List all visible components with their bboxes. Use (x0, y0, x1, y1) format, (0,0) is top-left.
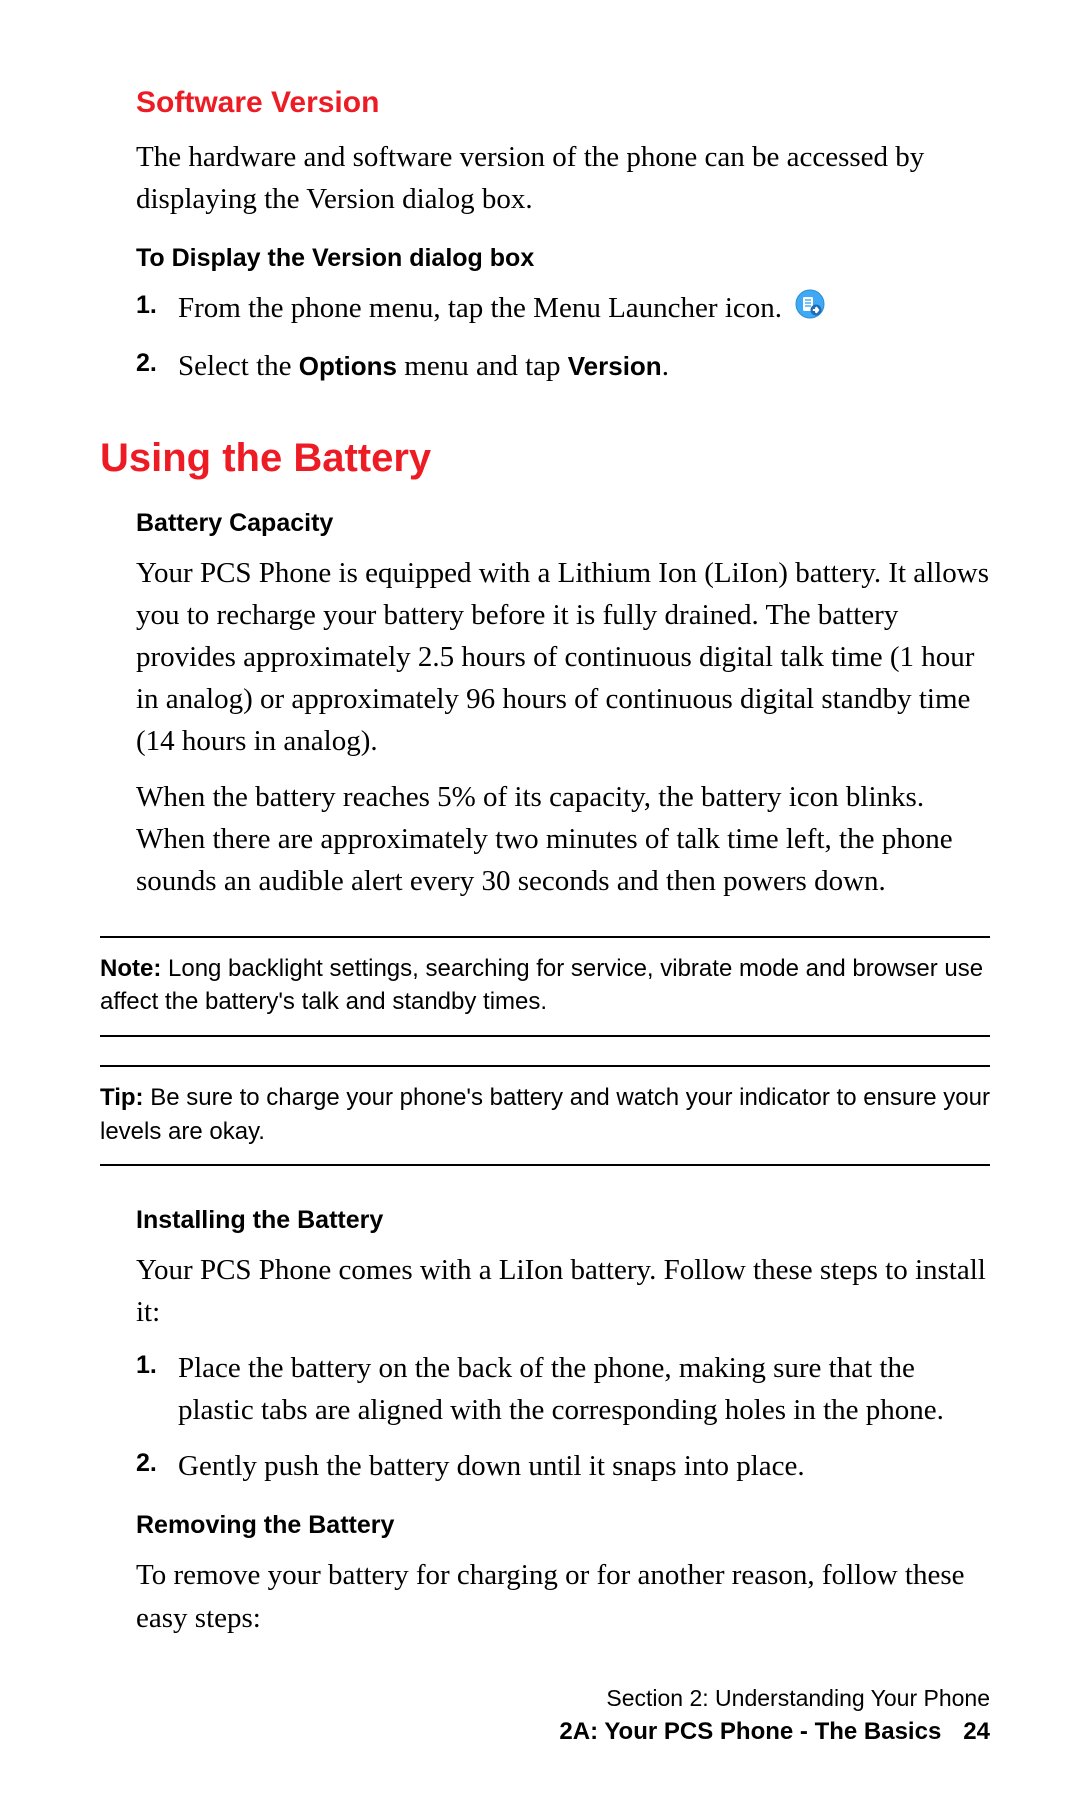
list-text: Place the battery on the back of the pho… (178, 1347, 990, 1431)
page-footer: Section 2: Understanding Your Phone 2A: … (559, 1685, 990, 1746)
list-number: 1. (136, 287, 178, 320)
footer-page-number: 24 (963, 1718, 990, 1745)
subheading-removing-battery: Removing the Battery (136, 1511, 990, 1540)
list-item: 2. Select the Options menu and tap Versi… (136, 345, 990, 387)
list-item: 2. Gently push the battery down until it… (136, 1445, 990, 1487)
version-steps-list: 1. From the phone menu, tap the Menu Lau… (136, 287, 990, 387)
install-steps-list: 1. Place the battery on the back of the … (136, 1347, 990, 1487)
install-intro: Your PCS Phone comes with a LiIon batter… (136, 1249, 990, 1333)
tip-body: Be sure to charge your phone's battery a… (100, 1084, 990, 1145)
subheading-display-version: To Display the Version dialog box (136, 244, 990, 273)
list-item: 1. Place the battery on the back of the … (136, 1347, 990, 1431)
tip-lead: Tip: (100, 1084, 144, 1111)
footer-section-label: Section 2: Understanding Your Phone (559, 1685, 990, 1712)
heading-software-version: Software Version (136, 86, 990, 120)
step2-bold-version: Version (568, 351, 662, 381)
list-number: 2. (136, 345, 178, 378)
step2-part-a: Select the (178, 350, 299, 382)
note-body: Long backlight settings, searching for s… (100, 955, 983, 1016)
footer-subsection-label: 2A: Your PCS Phone - The Basics 24 (559, 1718, 990, 1746)
tip-box: Tip: Be sure to charge your phone's batt… (100, 1065, 990, 1166)
footer-sub-text: 2A: Your PCS Phone - The Basics (559, 1718, 941, 1745)
note-lead: Note: (100, 955, 161, 982)
remove-intro: To remove your battery for charging or f… (136, 1554, 990, 1638)
list-number: 2. (136, 1445, 178, 1478)
list-number: 1. (136, 1347, 178, 1380)
list-text: Select the Options menu and tap Version. (178, 345, 990, 387)
software-intro: The hardware and software version of the… (136, 136, 990, 220)
step2-part-e: . (662, 350, 669, 382)
subheading-battery-capacity: Battery Capacity (136, 509, 990, 538)
note-box: Note: Long backlight settings, searching… (100, 936, 990, 1037)
step2-bold-options: Options (299, 351, 397, 381)
tip-text: Tip: Be sure to charge your phone's batt… (100, 1081, 990, 1148)
note-text: Note: Long backlight settings, searching… (100, 952, 990, 1019)
battery-capacity-p1: Your PCS Phone is equipped with a Lithiu… (136, 552, 990, 762)
step1-text: From the phone menu, tap the Menu Launch… (178, 292, 782, 324)
menu-launcher-icon (795, 289, 825, 331)
subheading-installing-battery: Installing the Battery (136, 1206, 990, 1235)
heading-using-battery: Using the Battery (100, 436, 990, 481)
list-item: 1. From the phone menu, tap the Menu Lau… (136, 287, 990, 331)
battery-capacity-p2: When the battery reaches 5% of its capac… (136, 776, 990, 902)
step2-part-c: menu and tap (397, 350, 568, 382)
list-text: From the phone menu, tap the Menu Launch… (178, 287, 990, 331)
list-text: Gently push the battery down until it sn… (178, 1445, 990, 1487)
